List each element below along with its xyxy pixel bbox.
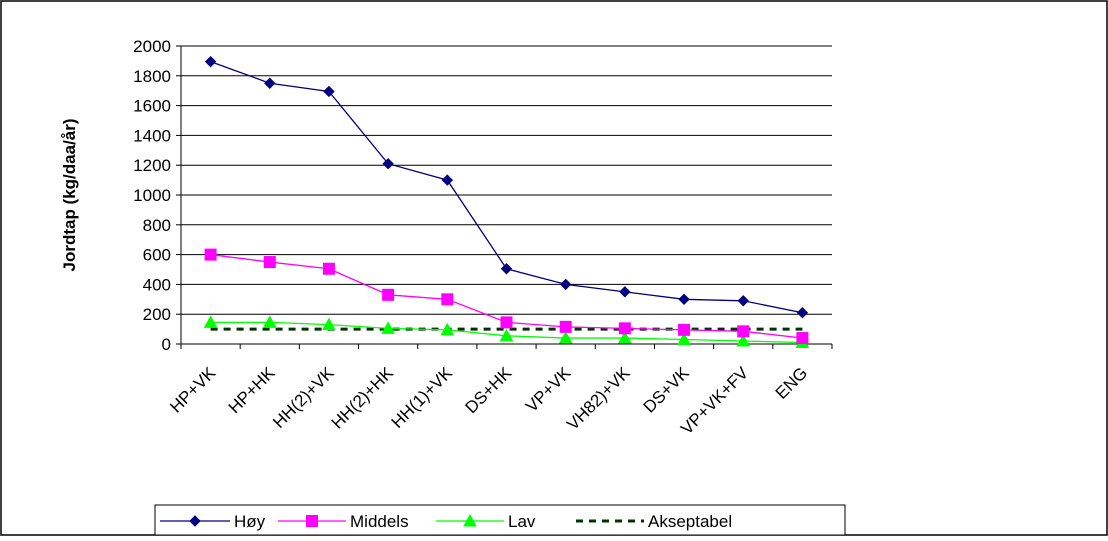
data-point [558,330,573,344]
y-tick-label: 1600 [133,97,171,116]
y-tick-label: 200 [143,305,171,324]
y-tick-label: 600 [143,246,171,265]
data-point [619,286,631,298]
data-point [499,328,514,342]
legend-box [154,504,846,536]
data-point [737,295,749,307]
legend: Høy Middels Lav Akseptabel [154,504,846,536]
y-tick-label: 0 [162,335,171,354]
y-tick-label: 800 [143,216,171,235]
data-point [559,320,572,333]
data-point [677,332,691,346]
data-point [737,325,750,338]
legend-label: Middels [350,512,409,531]
data-point [264,77,276,89]
data-point [736,333,751,347]
data-point [441,174,454,186]
data-point [322,317,336,331]
data-point [559,278,572,291]
data-point [204,248,217,261]
data-point [618,330,632,344]
y-tick-label: 1400 [133,126,171,145]
data-point [203,315,218,328]
data-point [204,55,217,68]
data-point [322,262,335,275]
y-tick-label: 2000 [133,37,171,56]
data-point [500,263,513,275]
legend-marker [306,515,318,527]
legend-label: Høy [234,512,266,531]
series-layer [203,55,810,349]
data-point [323,85,335,98]
data-point [381,321,395,334]
legend-marker [189,515,201,527]
y-axis-label: Jordtap (kg/daa/år) [60,118,79,271]
legend-label: Akseptabel [648,512,732,531]
data-point [441,293,454,306]
data-point [263,256,276,269]
legend-label: Lav [508,512,536,531]
data-point [500,316,513,329]
gridlines [181,45,832,315]
y-tick-label: 1200 [133,156,171,175]
data-point [382,158,394,170]
legend-marker [463,513,477,527]
data-point [678,323,691,336]
y-tick-label: 400 [143,275,171,294]
data-point [618,322,631,335]
data-point [678,293,690,306]
data-point [440,322,455,336]
data-point [796,332,809,345]
y-tick-label: 1800 [133,67,171,86]
data-point [262,315,277,328]
data-point [796,307,809,319]
data-point [382,288,395,301]
y-tick-label: 1000 [133,186,171,205]
